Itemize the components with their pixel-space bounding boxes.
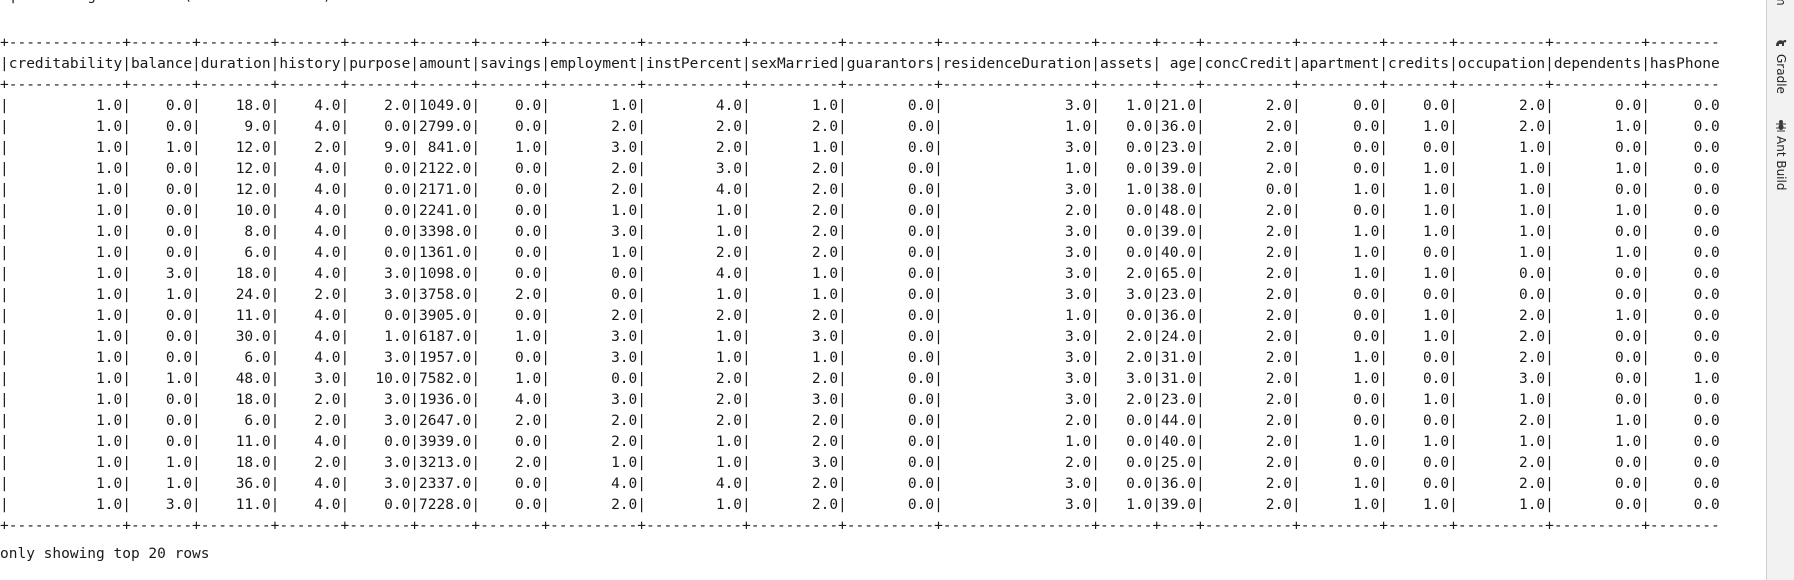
table-row: | 1.0| 0.0| 10.0| 4.0| 0.0|2241.0| 0.0| … xyxy=(0,203,1720,219)
table-row: | 1.0| 0.0| 12.0| 4.0| 0.0|2122.0| 0.0| … xyxy=(0,161,1720,177)
tool-tab-gradle[interactable]: Gradle xyxy=(1767,36,1794,94)
tool-tab-top[interactable]: m xyxy=(1767,0,1794,14)
table-row: | 1.0| 0.0| 6.0| 4.0| 0.0|1361.0| 0.0| 1… xyxy=(0,245,1720,261)
table-separator-bottom: +-------------+-------+--------+-------+… xyxy=(0,518,1720,534)
ant-icon xyxy=(1776,120,1786,132)
table-row: | 1.0| 0.0| 6.0| 2.0| 3.0|2647.0| 2.0| 2… xyxy=(0,413,1720,429)
table-header: |creditability|balance|duration|history|… xyxy=(0,56,1720,72)
table-row: | 1.0| 0.0| 11.0| 4.0| 0.0|3905.0| 0.0| … xyxy=(0,308,1720,324)
right-tool-strip: m Gradle Ant Build xyxy=(1766,0,1794,580)
table-row: | 1.0| 0.0| 12.0| 4.0| 0.0|2171.0| 0.0| … xyxy=(0,182,1720,198)
rows-footer: only showing top 20 rows xyxy=(0,546,210,562)
table-row: | 1.0| 3.0| 11.0| 4.0| 0.0|7228.0| 0.0| … xyxy=(0,497,1720,513)
table-row: | 1.0| 1.0| 24.0| 2.0| 3.0|3758.0| 2.0| … xyxy=(0,287,1720,303)
table-separator-mid: +-------------+-------+--------+-------+… xyxy=(0,77,1720,93)
table-row: | 1.0| 0.0| 11.0| 4.0| 0.0|3939.0| 0.0| … xyxy=(0,434,1720,450)
table-row: | 1.0| 0.0| 18.0| 4.0| 2.0|1049.0| 0.0| … xyxy=(0,98,1720,114)
tool-tab-gradle-label: Gradle xyxy=(1774,54,1788,94)
tool-tab-ant[interactable]: Ant Build xyxy=(1767,118,1794,190)
table-row: | 1.0| 0.0| 18.0| 2.0| 3.0|1936.0| 4.0| … xyxy=(0,392,1720,408)
table-row: | 1.0| 1.0| 18.0| 2.0| 3.0|3213.0| 2.0| … xyxy=(0,455,1720,471)
schema-line: |-- foreign: double (nullable = true) xyxy=(0,0,332,7)
table-row: | 1.0| 0.0| 6.0| 4.0| 3.0|1957.0| 0.0| 3… xyxy=(0,350,1720,366)
gradle-icon xyxy=(1776,39,1787,46)
table-row: | 1.0| 0.0| 30.0| 4.0| 1.0|6187.0| 1.0| … xyxy=(0,329,1720,345)
table-row: | 1.0| 0.0| 9.0| 4.0| 0.0|2799.0| 0.0| 2… xyxy=(0,119,1720,135)
table-body: | 1.0| 0.0| 18.0| 4.0| 2.0|1049.0| 0.0| … xyxy=(0,96,1720,516)
table-row: | 1.0| 1.0| 48.0| 3.0| 10.0|7582.0| 1.0|… xyxy=(0,371,1720,387)
tool-tab-ant-label: Ant Build xyxy=(1774,136,1788,191)
table-row: | 1.0| 3.0| 18.0| 4.0| 3.0|1098.0| 0.0| … xyxy=(0,266,1720,282)
tool-tab-top-label: m xyxy=(1774,0,1788,6)
table-separator-top: +-------------+-------+--------+-------+… xyxy=(0,35,1720,51)
table-row: | 1.0| 1.0| 36.0| 4.0| 3.0|2337.0| 0.0| … xyxy=(0,476,1720,492)
table-row: | 1.0| 0.0| 8.0| 4.0| 0.0|3398.0| 0.0| 3… xyxy=(0,224,1720,240)
table-row: | 1.0| 1.0| 12.0| 2.0| 9.0| 841.0| 1.0| … xyxy=(0,140,1720,156)
